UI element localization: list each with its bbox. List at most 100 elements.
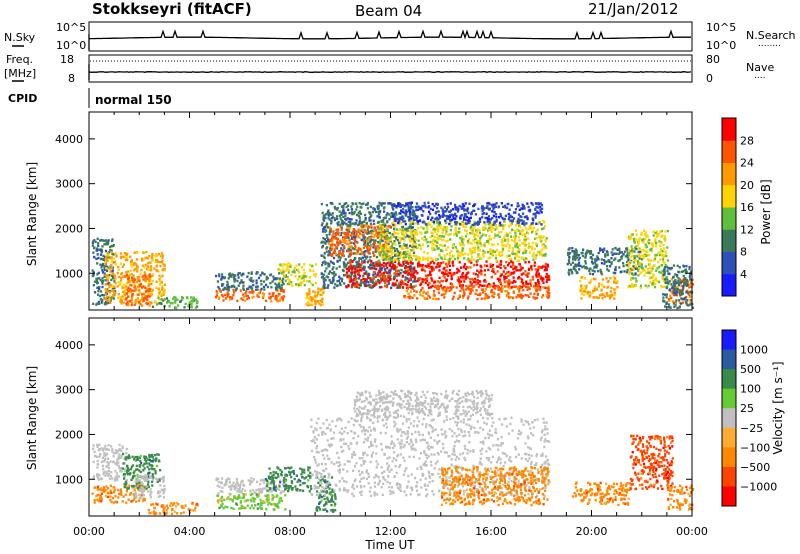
- power-cell: [350, 279, 353, 282]
- power-cell: [224, 297, 228, 300]
- power-cell: [474, 292, 477, 295]
- power-cell: [462, 277, 465, 280]
- power-cell: [637, 253, 640, 257]
- power-cell: [146, 298, 149, 302]
- power-cell: [403, 235, 406, 238]
- power-cell: [151, 254, 154, 257]
- power-cell: [647, 284, 650, 288]
- power-cell: [534, 216, 537, 219]
- power-cell: [622, 264, 625, 268]
- power-cell: [192, 296, 195, 299]
- power-colorbar-swatch: [722, 207, 736, 230]
- power-cell: [404, 209, 407, 212]
- power-cell: [277, 282, 280, 285]
- power-cell: [387, 271, 390, 275]
- power-cell: [367, 275, 370, 278]
- power-cell: [627, 248, 630, 252]
- power-cell: [661, 250, 664, 253]
- power-cell: [382, 254, 385, 257]
- power-cell: [400, 251, 403, 255]
- power-cell: [522, 289, 525, 292]
- power-cell: [412, 267, 416, 270]
- power-cell: [494, 287, 497, 290]
- power-cell: [586, 267, 589, 270]
- power-cell: [591, 262, 594, 265]
- power-cell: [634, 284, 637, 287]
- power-cell: [374, 229, 378, 232]
- power-cell: [238, 272, 242, 275]
- power-cell: [660, 253, 663, 256]
- power-cell: [424, 279, 427, 282]
- power-cell: [340, 252, 343, 255]
- power-cell: [608, 259, 611, 262]
- power-cell: [407, 280, 410, 284]
- freq-right-tick-top: 80: [706, 53, 720, 66]
- power-cell: [393, 225, 396, 228]
- power-cell: [430, 246, 434, 250]
- power-cell: [536, 281, 540, 284]
- power-cell: [409, 223, 412, 226]
- power-cell: [358, 257, 361, 260]
- power-colorbar-tick: 4: [740, 268, 747, 281]
- power-cell: [469, 216, 472, 219]
- power-cell: [469, 284, 472, 287]
- power-cell: [331, 212, 334, 215]
- power-cell: [516, 202, 519, 205]
- power-cell: [519, 277, 522, 280]
- power-cell: [328, 250, 331, 253]
- power-cell: [101, 277, 104, 280]
- power-cell: [272, 275, 275, 278]
- power-cell: [637, 274, 640, 277]
- power-cell: [195, 298, 198, 301]
- power-cell: [351, 213, 354, 216]
- power-cell: [472, 231, 475, 234]
- power-cell: [691, 306, 694, 309]
- power-cell: [328, 226, 332, 229]
- power-cell: [658, 240, 661, 243]
- power-cell: [408, 258, 411, 261]
- power-cell: [277, 286, 280, 289]
- power-cell: [499, 214, 502, 218]
- power-cell: [442, 293, 445, 296]
- power-cell: [434, 229, 437, 232]
- power-cell: [409, 277, 412, 281]
- power-cell: [327, 226, 330, 229]
- power-cell: [404, 276, 407, 279]
- power-cell: [628, 269, 631, 273]
- power-cell: [349, 234, 352, 237]
- power-cell: [485, 206, 488, 209]
- power-cell: [293, 269, 296, 272]
- power-cell: [133, 278, 136, 281]
- power-cell: [333, 243, 336, 247]
- power-cell: [353, 258, 356, 262]
- power-cell: [356, 280, 359, 284]
- power-cell: [648, 238, 651, 242]
- power-cell: [454, 203, 457, 207]
- power-cell: [480, 244, 483, 247]
- power-cell: [547, 275, 550, 278]
- power-cell: [99, 257, 103, 261]
- power-cell: [99, 279, 102, 282]
- power-cell: [492, 214, 495, 217]
- power-cell: [614, 277, 617, 280]
- power-cell: [108, 298, 111, 301]
- power-cell: [283, 263, 287, 266]
- power-cell: [215, 290, 218, 293]
- power-cell: [632, 265, 635, 268]
- power-cell: [526, 237, 529, 240]
- power-cell: [456, 206, 459, 209]
- power-cell: [377, 204, 380, 207]
- power-cell: [290, 281, 293, 284]
- power-cell: [344, 217, 347, 221]
- power-cell: [450, 257, 453, 260]
- power-cell: [507, 237, 510, 240]
- power-cell: [516, 269, 519, 272]
- power-cell: [271, 292, 274, 295]
- power-cell: [663, 271, 666, 275]
- power-cell: [542, 235, 545, 238]
- power-cell: [160, 294, 163, 298]
- power-cell: [412, 216, 415, 220]
- power-cell: [449, 214, 452, 217]
- power-cell: [105, 268, 108, 271]
